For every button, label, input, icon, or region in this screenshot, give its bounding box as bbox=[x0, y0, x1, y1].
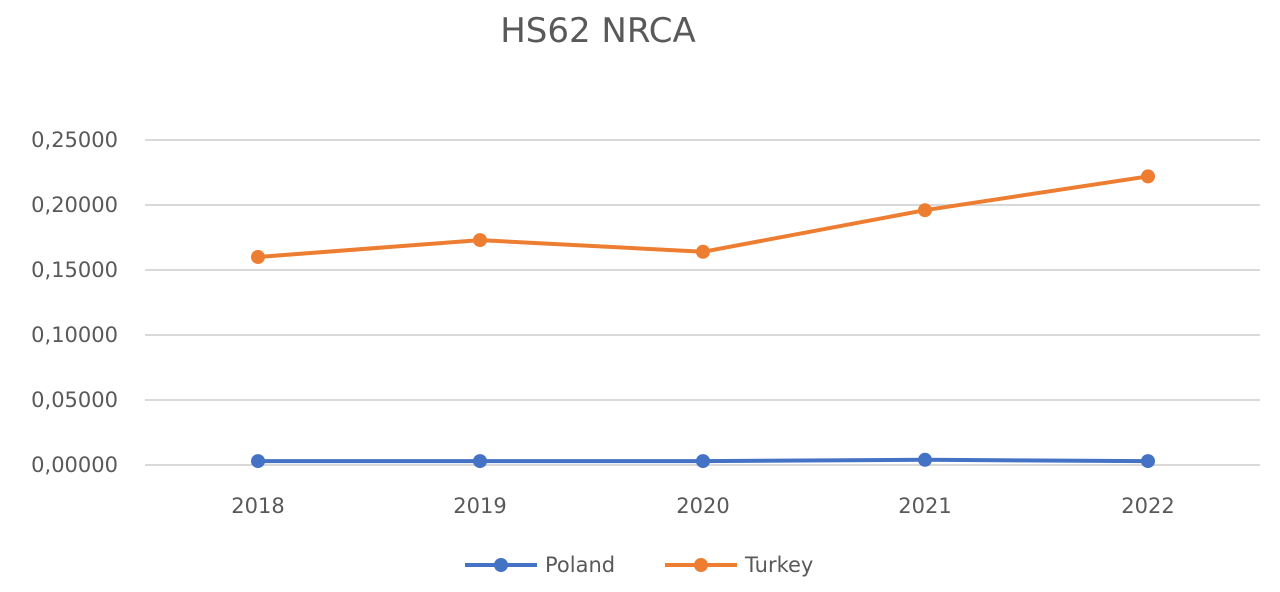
legend-marker-turkey bbox=[694, 558, 708, 572]
y-tick-label: 0,10000 bbox=[31, 323, 118, 347]
data-point-poland bbox=[251, 454, 265, 469]
y-tick-label: 0,05000 bbox=[31, 388, 118, 412]
legend-label-turkey: Turkey bbox=[744, 553, 813, 577]
data-point-poland bbox=[696, 454, 710, 469]
x-tick-label: 2018 bbox=[231, 494, 284, 518]
series-lines bbox=[251, 169, 1155, 469]
x-tick-label: 2021 bbox=[898, 494, 951, 518]
y-tick-label: 0,00000 bbox=[31, 453, 118, 477]
gridlines bbox=[145, 139, 1260, 466]
chart-title: HS62 NRCA bbox=[500, 11, 696, 51]
data-point-turkey bbox=[696, 244, 710, 259]
x-axis-ticks: 2018 2019 2020 2021 2022 bbox=[231, 494, 1174, 518]
data-point-poland bbox=[473, 454, 487, 469]
data-point-poland bbox=[1141, 454, 1155, 469]
data-point-turkey bbox=[251, 250, 265, 264]
legend-marker-poland bbox=[494, 558, 508, 572]
y-tick-label: 0,20000 bbox=[31, 193, 118, 217]
legend-label-poland: Poland bbox=[545, 553, 615, 577]
legend: Poland Turkey bbox=[465, 553, 813, 577]
data-point-turkey bbox=[918, 203, 932, 218]
y-tick-label: 0,25000 bbox=[31, 128, 118, 152]
data-point-turkey bbox=[473, 233, 487, 248]
y-axis-ticks: 0,00000 0,05000 0,10000 0,15000 0,20000 0,250… bbox=[31, 128, 118, 477]
x-tick-label: 2020 bbox=[676, 494, 729, 518]
x-tick-label: 2022 bbox=[1121, 494, 1174, 518]
data-point-poland bbox=[918, 452, 932, 467]
x-tick-label: 2019 bbox=[453, 494, 506, 518]
data-point-turkey bbox=[1141, 169, 1155, 184]
y-tick-label: 0,15000 bbox=[31, 258, 118, 282]
